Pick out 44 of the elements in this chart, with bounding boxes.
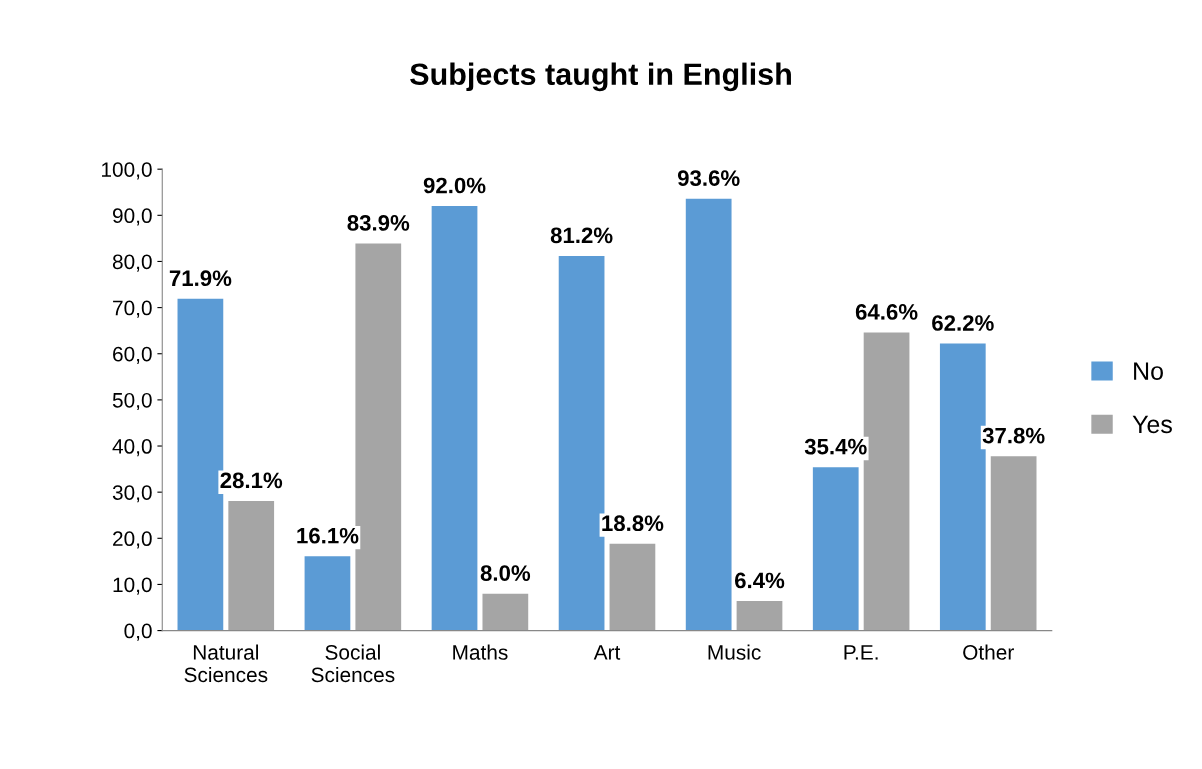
y-tick-label: 40,0 xyxy=(112,439,152,457)
data-label: 83.9% xyxy=(347,215,410,231)
bar xyxy=(736,601,783,631)
bar xyxy=(482,593,529,631)
data-label: 81.2% xyxy=(550,227,613,244)
data-label: 92.0% xyxy=(423,177,486,194)
data-label: 28.1% xyxy=(220,472,283,489)
data-label: 6.4% xyxy=(734,572,785,589)
bar xyxy=(685,198,732,631)
x-tick-label: Social Sciences xyxy=(311,644,395,683)
data-label: 8.0% xyxy=(480,565,531,581)
bar xyxy=(990,456,1037,631)
y-tick-label: 0,0 xyxy=(124,623,152,641)
x-tick-label: Music xyxy=(708,644,761,660)
bar xyxy=(812,467,859,631)
data-label: 93.6% xyxy=(677,170,740,187)
legend-label: No xyxy=(1134,362,1163,380)
data-label: 18.8% xyxy=(602,515,664,532)
bar xyxy=(609,543,656,631)
x-tick-label: Other xyxy=(963,644,1014,660)
chart-title: Subjects taught in English xyxy=(410,62,791,92)
bar xyxy=(228,500,275,631)
legend-label: Yes xyxy=(1132,415,1172,434)
x-tick-label: Natural Sciences xyxy=(184,644,268,683)
y-tick-label: 10,0 xyxy=(113,577,152,595)
y-tick-label: 90,0 xyxy=(112,208,152,226)
data-label: 71.9% xyxy=(169,270,232,287)
y-tick-label: 70,0 xyxy=(113,300,152,318)
x-tick-label: P.E. xyxy=(844,645,878,660)
x-tick-label: Art xyxy=(593,645,621,660)
y-tick-label: 80,0 xyxy=(112,254,152,272)
bar xyxy=(431,206,478,631)
data-label: 37.8% xyxy=(982,427,1045,444)
y-tick-label: 60,0 xyxy=(113,346,152,364)
data-label: 35.4% xyxy=(804,438,867,455)
y-tick-label: 20,0 xyxy=(113,531,152,549)
data-label: 62.2% xyxy=(932,315,994,331)
x-tick-label: Maths xyxy=(453,644,508,660)
y-tick-label: 30,0 xyxy=(112,485,152,503)
y-tick-label: 50,0 xyxy=(112,392,152,411)
data-label: 64.6% xyxy=(855,304,918,320)
data-label: 16.1% xyxy=(297,527,359,544)
bar xyxy=(304,556,351,631)
y-tick-label: 100,0 xyxy=(102,162,152,180)
